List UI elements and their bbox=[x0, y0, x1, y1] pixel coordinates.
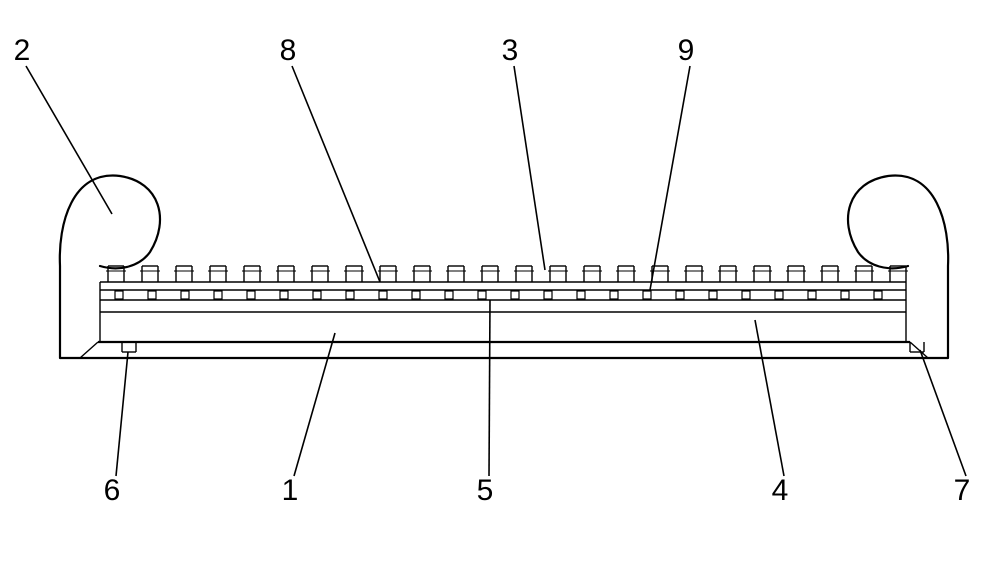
callout-label-2: 2 bbox=[14, 34, 31, 67]
callout-label-4: 4 bbox=[772, 474, 789, 507]
callout-label-9: 9 bbox=[678, 34, 695, 67]
callout-label-1: 1 bbox=[282, 474, 299, 507]
callout-label-7: 7 bbox=[954, 474, 971, 507]
callout-label-8: 8 bbox=[280, 34, 297, 67]
callout-label-6: 6 bbox=[104, 474, 121, 507]
callout-label-5: 5 bbox=[477, 474, 494, 507]
callout-label-3: 3 bbox=[502, 34, 519, 67]
